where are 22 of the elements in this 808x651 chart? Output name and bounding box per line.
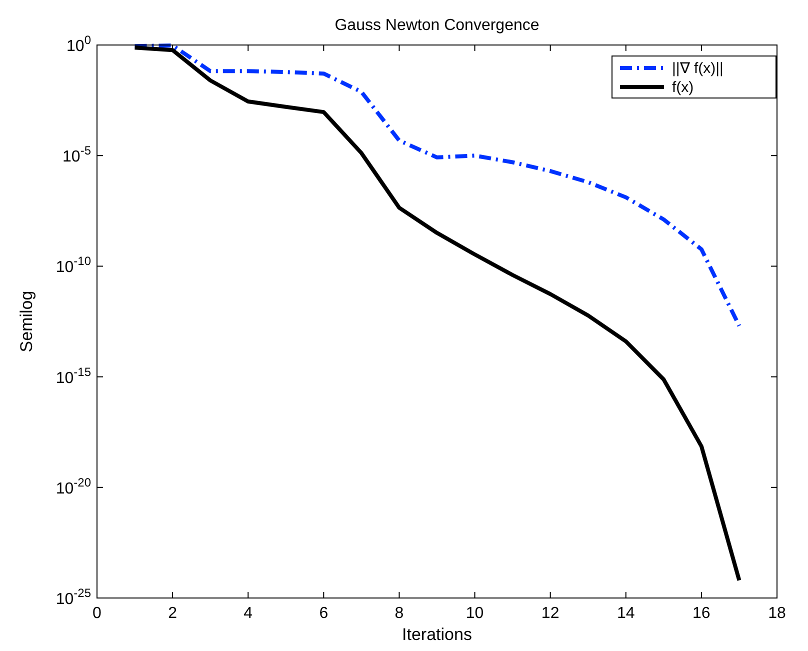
x-tick-label: 4 [244,605,253,622]
x-axis-title: Iterations [402,625,472,644]
y-tick-label: 10$^{-25}$ [56,586,92,608]
y-axis-title: Semilog [17,290,36,352]
x-tick-label: 6 [319,605,328,622]
x-tick-label: 10 [466,605,484,622]
y-tick-label: 10$^{0}$ [66,33,92,55]
line-series [132,43,742,328]
x-tick-label: 12 [541,605,560,622]
x-tick-label: 16 [692,605,710,622]
y-tick-label: 10$^{-5}$ [62,144,92,166]
x-tick-label: 8 [394,605,404,622]
y-tick-label: 10$^{-20}$ [56,475,92,498]
x-tick-label: 18 [768,605,786,622]
y-tick-label: 10$^{-15}$ [56,364,92,387]
x-tick-label: 0 [92,605,102,622]
legend-label: ||∇ f(x)|| [672,60,724,77]
x-tick-label: 14 [616,605,635,622]
legend-label: f(x) [672,79,694,96]
x-tick-label: 2 [168,605,178,622]
chart-title: Gauss Newton Convergence [334,17,540,34]
y-tick-label: 10$^{-10}$ [56,254,92,276]
